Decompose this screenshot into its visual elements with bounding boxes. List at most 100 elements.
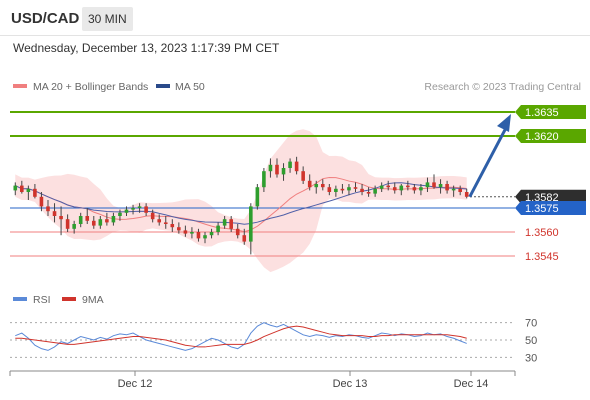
candle-body — [458, 188, 462, 192]
candle-body — [150, 212, 155, 220]
symbol-title: USD/CAD — [11, 10, 80, 27]
ma50-legend-swatch — [156, 84, 170, 88]
chart-header: USD/CAD 30 MIN — [0, 0, 590, 36]
candle-body — [39, 196, 44, 207]
candle-body — [262, 171, 266, 188]
rsi-legend-label: RSI — [33, 294, 51, 306]
candle-body — [26, 188, 31, 192]
candle-body — [406, 185, 410, 188]
key-levels — [10, 111, 515, 257]
rsi-tick-50: 50 — [525, 335, 537, 347]
rsi-legend-swatch — [13, 297, 27, 301]
price-tag-1.3560: 1.3560 — [525, 227, 559, 239]
candle-body — [52, 211, 57, 216]
candlesticks — [13, 156, 469, 255]
candle-body — [347, 187, 351, 191]
candle-body — [105, 219, 109, 223]
candle-body — [72, 224, 76, 229]
candle-body — [419, 187, 423, 191]
candle-body — [222, 219, 227, 226]
ma50-legend-label: MA 50 — [175, 81, 205, 93]
candle-body — [445, 184, 449, 191]
candle-body — [20, 185, 24, 192]
price-tag-bg-1.3635 — [515, 105, 586, 119]
candle-body — [268, 164, 273, 172]
candle-body — [425, 182, 430, 188]
x-tick-label: Dec 13 — [333, 378, 368, 390]
candle-body — [353, 187, 358, 189]
ma20-legend-label: MA 20 + Bollinger Bands — [33, 81, 148, 93]
x-tick-label: Dec 14 — [454, 378, 489, 390]
rsi-panel: 70 50 30 — [10, 318, 537, 364]
price-tag-1.3620: 1.3620 — [525, 131, 559, 143]
candle-body — [59, 216, 63, 220]
candle-body — [314, 184, 319, 188]
rsi-tick-30: 30 — [525, 352, 537, 364]
candle-body — [33, 188, 37, 197]
moving-averages — [15, 176, 467, 233]
candle-body — [327, 187, 332, 192]
candle-body — [366, 192, 371, 194]
price-tag-1.3635: 1.3635 — [525, 107, 559, 119]
rsi-series-9ma — [15, 325, 467, 348]
candle-body — [111, 216, 116, 223]
candle-body — [379, 185, 384, 189]
candle-body — [301, 171, 305, 181]
forecast-arrow — [468, 114, 511, 198]
price-tag-bg-1.3620 — [515, 129, 586, 143]
x-axis: Dec 12 Dec 13 Dec 14 — [9, 370, 516, 390]
rsi-ma-legend-swatch — [62, 297, 76, 301]
candle-body — [124, 209, 129, 213]
datetime-label: Wednesday, December 13, 2023 1:17:39 PM … — [13, 41, 280, 55]
candle-body — [13, 185, 18, 191]
bollinger-band-area — [15, 129, 467, 273]
candle-body — [196, 232, 201, 239]
candle-body — [320, 184, 325, 188]
candle-body — [235, 228, 240, 236]
candle-body — [209, 232, 214, 236]
candle-body — [392, 187, 397, 191]
candle-body — [203, 235, 207, 239]
main-legend: MA 20 + Bollinger Bands MA 50 Research ©… — [13, 81, 581, 93]
candle-body — [340, 188, 345, 191]
candle-body — [334, 188, 338, 192]
candle-body — [177, 227, 181, 231]
candle-body — [216, 225, 220, 232]
candle-body — [170, 224, 175, 228]
candle-body — [190, 232, 194, 234]
price-tag-1.3575: 1.3575 — [525, 203, 559, 215]
price-tag-bg-1.3582 — [515, 189, 586, 204]
candle-body — [432, 182, 436, 188]
candle-body — [98, 219, 103, 226]
candle-body — [451, 188, 456, 191]
candle-body — [242, 235, 247, 242]
candle-body — [183, 230, 188, 234]
rsi-series-rsi — [15, 322, 467, 351]
rsi-ma-legend-label: 9MA — [82, 294, 104, 306]
candle-body — [307, 180, 312, 188]
timeframe-badge[interactable]: 30 MIN — [82, 7, 133, 31]
candle-body — [373, 188, 377, 194]
candle-body — [91, 220, 96, 226]
forecast-arrow-head — [497, 114, 511, 132]
candle-body — [275, 164, 279, 175]
candle-body — [144, 206, 148, 213]
ma20-line — [15, 176, 467, 233]
forecast-arrow-shaft — [468, 125, 509, 198]
x-tick-label: Dec 12 — [118, 378, 153, 390]
candle-body — [464, 192, 469, 197]
candle-body — [386, 185, 391, 188]
candle-body — [281, 168, 286, 175]
candle-body — [399, 185, 404, 191]
candle-body — [118, 212, 122, 216]
bollinger-band — [15, 129, 467, 273]
price-tag-1.3545: 1.3545 — [525, 251, 559, 263]
candle-body — [249, 206, 253, 242]
ma20-legend-swatch — [13, 84, 27, 88]
candle-body — [412, 187, 417, 191]
rsi-tick-70: 70 — [525, 318, 537, 330]
ma50-line — [15, 182, 467, 225]
candle-body — [229, 219, 233, 229]
